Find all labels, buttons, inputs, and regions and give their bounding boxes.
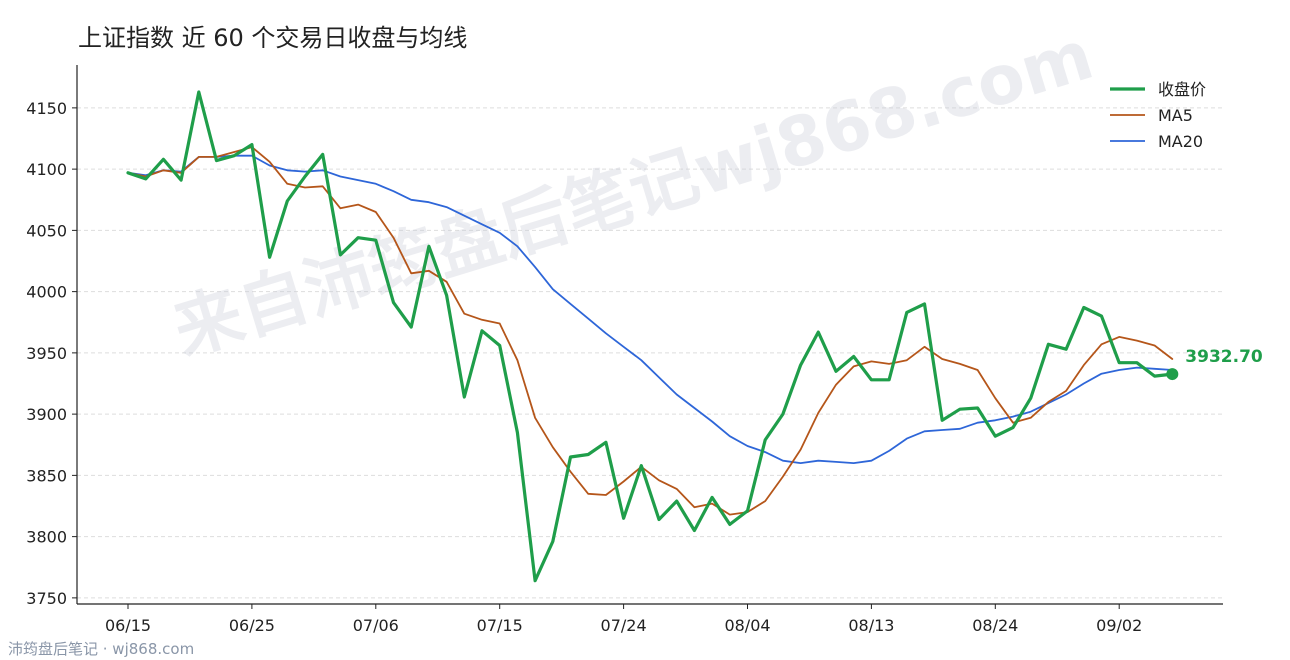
y-tick-label: 4150 — [26, 99, 67, 118]
legend-label-MA5: MA5 — [1158, 106, 1193, 125]
last-value-label: 3932.70 — [1185, 347, 1263, 367]
x-tick-label: 09/02 — [1096, 616, 1142, 635]
watermark: 来自沛筠盘后笔记wj868.com — [165, 16, 1102, 371]
legend-label-收盘价: 收盘价 — [1158, 80, 1206, 99]
y-tick-label: 3800 — [26, 528, 67, 547]
axes: 3750 3800 3850 3900 3950 4000 4050 4100 4150 06/1… — [26, 65, 1223, 635]
footer-watermark: 沛筠盘后笔记 · wj868.com — [8, 640, 195, 658]
y-tick-label: 3950 — [26, 344, 67, 363]
x-tick-label: 07/06 — [353, 616, 399, 635]
y-tick-label: 4050 — [26, 221, 67, 240]
x-tick-label: 07/24 — [601, 616, 647, 635]
y-tick-label: 3750 — [26, 589, 67, 608]
last-value-dot — [1166, 368, 1179, 381]
legend: 收盘价 MA5 MA20 — [1110, 80, 1206, 151]
y-tick-label: 3850 — [26, 466, 67, 485]
series-line-MA5 — [127, 146, 1174, 516]
legend-label-MA20: MA20 — [1158, 132, 1203, 151]
x-tick-label: 07/15 — [477, 616, 523, 635]
y-tick-label: 4100 — [26, 160, 67, 179]
series-line-收盘价 — [126, 90, 1174, 583]
chart-title: 上证指数 近 60 个交易日收盘与均线 — [78, 24, 468, 52]
x-tick-label: 08/13 — [848, 616, 894, 635]
y-tick-label: 4000 — [26, 283, 67, 302]
grid-lines — [77, 107, 1223, 599]
x-tick-label: 08/04 — [724, 616, 770, 635]
y-tick-label: 3900 — [26, 405, 67, 424]
x-tick-label: 08/24 — [972, 616, 1018, 635]
series-line-MA20 — [127, 154, 1174, 465]
series-lines — [126, 90, 1174, 583]
last-value-marker: 3932.70 — [1166, 347, 1263, 381]
x-tick-label: 06/25 — [229, 616, 275, 635]
x-tick-label: 06/15 — [105, 616, 151, 635]
